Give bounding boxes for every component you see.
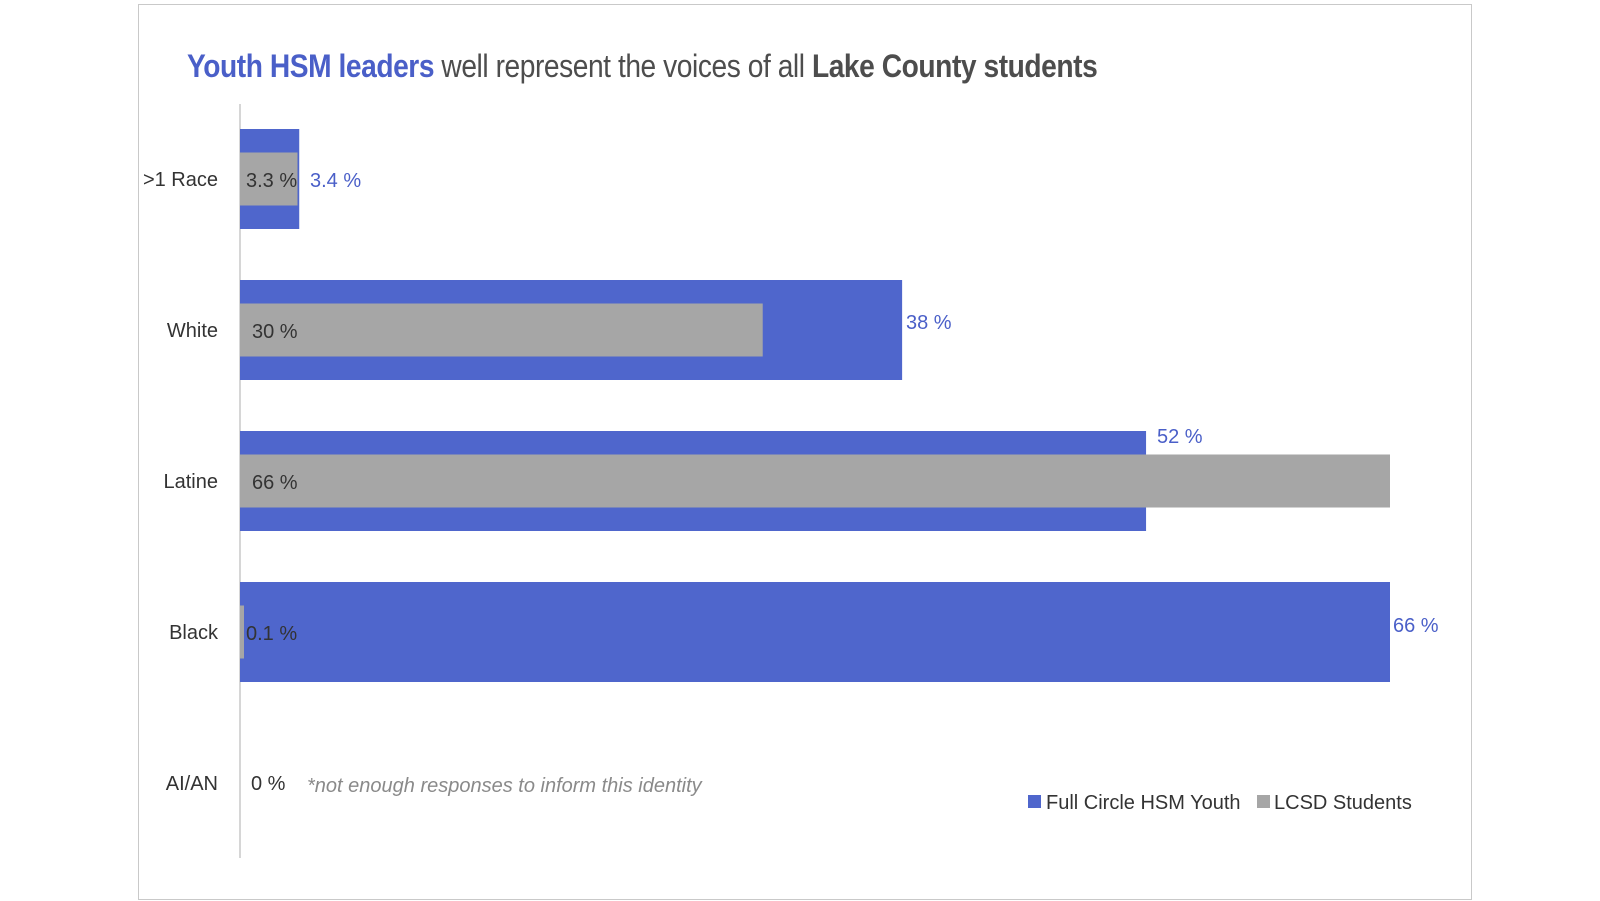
title-middle: well represent the voices of all xyxy=(441,48,805,84)
category-label: AI/AN xyxy=(166,773,218,795)
lcsd-bar xyxy=(240,454,1390,508)
youth-data-label: 66 % xyxy=(1393,615,1439,637)
lcsd-data-label: 0.1 % xyxy=(246,623,297,645)
lcsd-data-label: 30 % xyxy=(252,321,298,343)
youth-data-label: 52 % xyxy=(1157,426,1203,448)
youth-bar xyxy=(240,582,1390,682)
title-highlight: Youth HSM leaders xyxy=(187,48,435,84)
legend-label-lcsd: LCSD Students xyxy=(1274,792,1412,814)
legend-label-youth: Full Circle HSM Youth xyxy=(1046,792,1241,814)
youth-data-label: 38 % xyxy=(906,312,952,334)
lcsd-data-label: 3.3 % xyxy=(246,170,297,192)
legend-swatch-youth xyxy=(1028,795,1041,808)
legend-swatch-lcsd xyxy=(1257,795,1270,808)
category-label: Latine xyxy=(164,471,219,493)
annotation-note: *not enough responses to inform this ide… xyxy=(307,775,703,797)
youth-data-label: 3.4 % xyxy=(310,170,361,192)
ai-an-value-label: 0 % xyxy=(251,773,286,795)
title-bold-tail: Lake County students xyxy=(811,48,1098,84)
lcsd-bar xyxy=(240,605,244,659)
category-label: Black xyxy=(169,622,219,644)
category-label: >1 Race xyxy=(143,169,218,191)
chart-title: Youth HSM leaders well represent the voi… xyxy=(187,48,1098,85)
lcsd-bar xyxy=(240,152,298,206)
lcsd-bar xyxy=(240,303,763,357)
lcsd-data-label: 66 % xyxy=(252,472,298,494)
category-label: White xyxy=(167,320,218,342)
